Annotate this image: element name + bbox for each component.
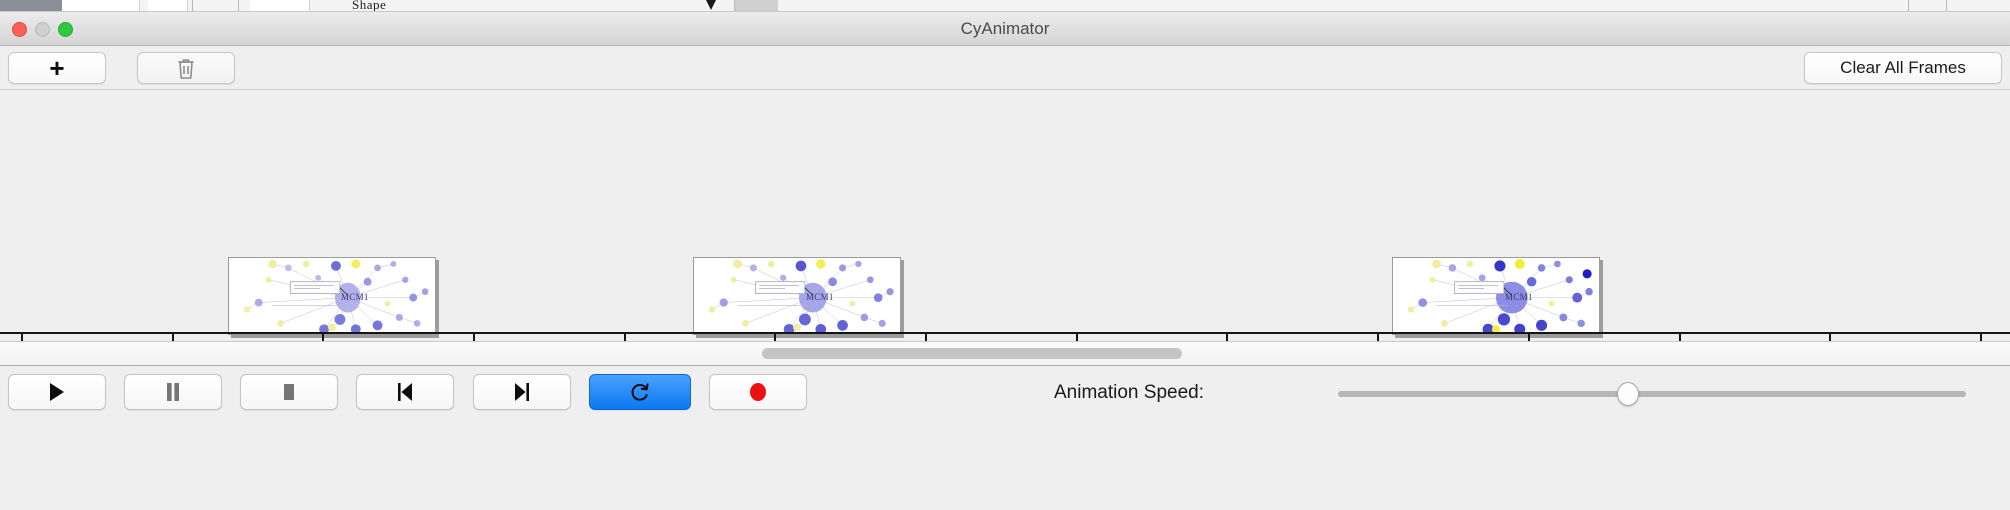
record-icon: [748, 382, 768, 402]
toolbar: + Clear All Frames: [0, 46, 2010, 90]
stop-icon: [281, 382, 297, 402]
background-tick: [1946, 0, 1947, 11]
tick-major: [21, 334, 24, 341]
network-graph-thumbnail: [1407, 258, 1593, 334]
hub-node-label: MCM1: [1505, 292, 1533, 302]
tick-major: [623, 334, 626, 341]
timeline-ruler: [0, 332, 2010, 334]
hub-node-label: MCM1: [806, 292, 834, 302]
timeline-frame[interactable]: MCM1: [1392, 257, 1600, 335]
title-bar: CyAnimator: [0, 12, 2010, 46]
tick-minor: [1678, 334, 1681, 341]
tick-major: [1829, 334, 1832, 341]
skip-forward-icon: [513, 382, 531, 402]
frame-thumbnail[interactable]: MCM1: [1392, 257, 1600, 335]
timeline-frame[interactable]: MCM1: [228, 257, 436, 335]
close-button[interactable]: [12, 22, 27, 37]
frame-thumbnail[interactable]: MCM1: [228, 257, 436, 335]
window-controls: [12, 22, 73, 37]
loop-icon: [630, 381, 650, 403]
transport-bar: Animation Speed:: [0, 366, 2010, 510]
network-graph-thumbnail: [243, 259, 429, 334]
animation-speed-label: Animation Speed:: [1054, 382, 1204, 403]
pause-icon: [165, 382, 181, 402]
animation-speed-slider-thumb[interactable]: [1616, 382, 1639, 406]
next-button[interactable]: [473, 374, 571, 410]
window-title: CyAnimator: [960, 18, 1050, 38]
frame-thumbnail[interactable]: MCM1: [693, 257, 901, 335]
loop-button[interactable]: [589, 374, 691, 410]
background-chunk: [148, 0, 188, 11]
plus-icon: +: [49, 53, 65, 83]
tick-major: [322, 334, 325, 341]
record-button[interactable]: [709, 374, 807, 410]
background-sidebar-chunk: [0, 0, 62, 11]
play-icon: [48, 382, 66, 402]
timeline-panel[interactable]: MCM1: [0, 90, 2010, 342]
tick-major: [1527, 334, 1530, 341]
clear-all-frames-label: Clear All Frames: [1840, 58, 1966, 77]
trash-icon: [176, 57, 196, 80]
maximize-button[interactable]: [58, 22, 73, 37]
minimize-button[interactable]: [35, 22, 50, 37]
tick-minor: [473, 334, 476, 341]
tick-major: [1226, 334, 1229, 341]
background-window-strip: Shape: [0, 0, 2010, 12]
play-button[interactable]: [8, 374, 106, 410]
timeline-frame[interactable]: MCM1: [693, 257, 901, 335]
tick-minor: [171, 334, 174, 341]
add-frame-button[interactable]: +: [8, 52, 106, 84]
skip-back-icon: [396, 382, 414, 402]
tick-major: [925, 334, 928, 341]
tick-minor: [1979, 334, 1982, 341]
background-chunk: [62, 0, 140, 11]
delete-frame-button[interactable]: [137, 52, 235, 84]
network-graph-thumbnail: [708, 259, 894, 334]
background-chunk: [734, 0, 778, 11]
tick-minor: [1377, 334, 1380, 341]
previous-button[interactable]: [356, 374, 454, 410]
background-tick: [238, 0, 239, 11]
pause-button[interactable]: [124, 374, 222, 410]
clear-all-frames-button[interactable]: Clear All Frames: [1804, 52, 2002, 84]
hub-node-label: MCM1: [341, 292, 369, 302]
background-marker: [706, 0, 716, 10]
tick-minor: [1075, 334, 1078, 341]
background-chunk: [250, 0, 310, 11]
background-window-label: Shape: [352, 0, 387, 12]
tick-minor: [774, 334, 777, 341]
background-tick: [1908, 0, 1909, 11]
animation-speed-slider[interactable]: [1338, 382, 1966, 406]
timeline-scrollbar[interactable]: [0, 342, 2010, 366]
timeline-scrollbar-thumb[interactable]: [762, 348, 1182, 359]
background-tick: [192, 0, 193, 11]
stop-button[interactable]: [240, 374, 338, 410]
